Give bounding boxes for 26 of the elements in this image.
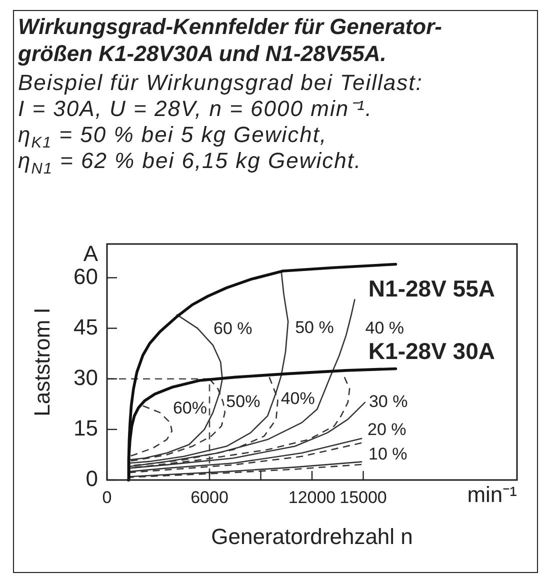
text: min⁻¹ xyxy=(467,482,517,508)
series-label: 20 % xyxy=(368,420,406,440)
text: A xyxy=(83,241,98,266)
series-label: 40 % xyxy=(365,318,404,338)
y-tick-label: 0 xyxy=(86,466,98,492)
series-label: 60 % xyxy=(214,318,252,338)
series-label: 10 % xyxy=(368,444,408,464)
series-label: 60% xyxy=(172,398,207,418)
y-tick-label: 45 xyxy=(74,314,98,340)
x-tick-label: 6000 xyxy=(190,488,228,507)
series-label: 50 % xyxy=(295,318,334,338)
x-tick-label: 0 xyxy=(102,488,112,507)
text: Beispiel für Wirkungsgrad bei Teillast: I = 30A, U = 28V, n = 6000 min⁻¹. η$_{K1}$ = 50 % bei 5 kg Gewicht, η$_{N1}$ = 62 % bei 6,15 kg Gewicht. xyxy=(18,70,423,178)
x-axis-title: Generatordrehzahl n xyxy=(211,524,413,549)
y-tick-label: 60 xyxy=(74,264,98,289)
y-axis-title: Laststrom I xyxy=(29,308,54,416)
series-label: 30 % xyxy=(368,392,408,412)
y-tick-label: 15 xyxy=(74,415,98,440)
x-tick-label: 15000 xyxy=(340,488,387,507)
y-tick-label: 30 xyxy=(74,364,98,390)
series-label: 40% xyxy=(280,388,315,408)
series-label: 50% xyxy=(226,392,260,412)
series-label: K1-28V 30A xyxy=(368,338,495,364)
series-label: N1-28V 55A xyxy=(368,276,495,302)
x-tick-label: 12000 xyxy=(288,488,336,507)
chart-title: Wirkungsgrad-Kennfelder für Generator-größen K1-28V30A und N1-28V55A. xyxy=(18,13,443,67)
